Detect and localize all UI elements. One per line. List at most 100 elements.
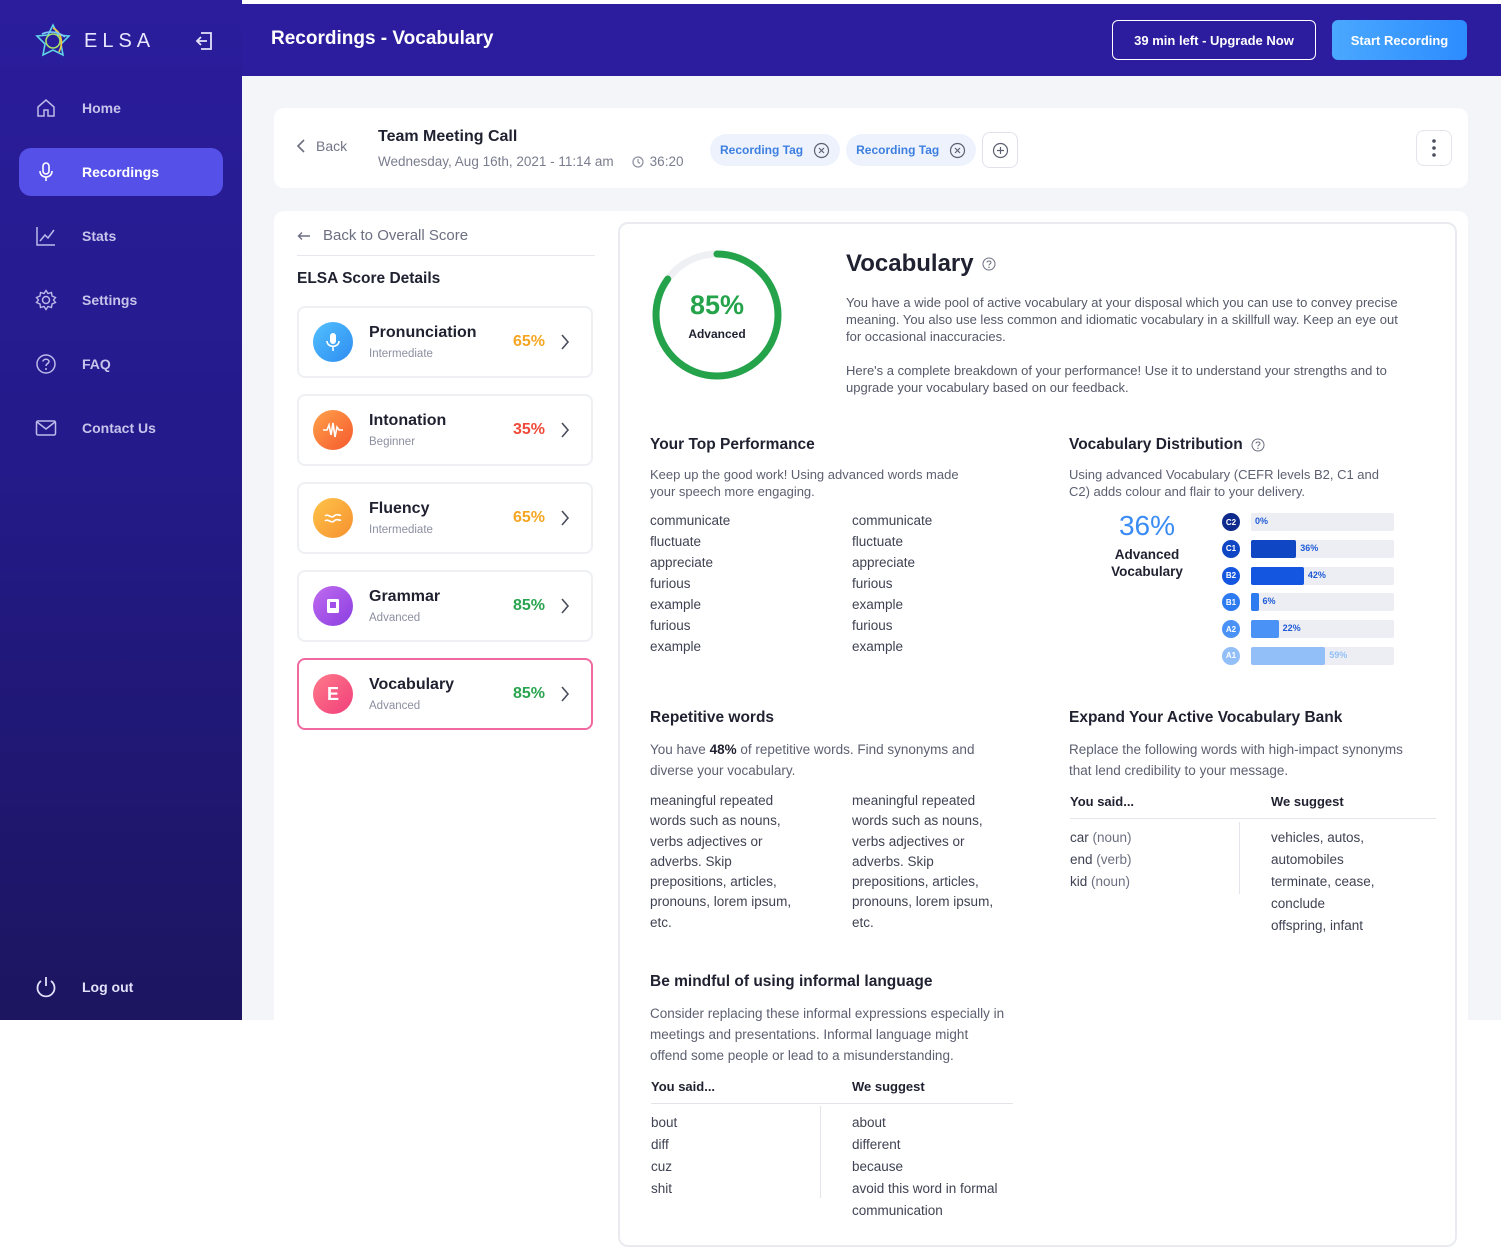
cefr-bar-label: 42% — [1307, 569, 1326, 580]
question-icon — [34, 352, 58, 376]
cefr-level-badge: A2 — [1222, 620, 1240, 639]
sidebar-item-recordings[interactable]: Recordings — [19, 148, 223, 196]
score-item-fluency[interactable]: Fluency Intermediate 65% — [297, 482, 593, 554]
score-percent: 35% — [512, 421, 545, 438]
sidebar: ELSA Home Recordings Stats — [0, 0, 242, 1020]
more-options-button[interactable] — [1416, 130, 1452, 166]
score-level: Intermediate — [369, 524, 433, 536]
microphone-icon — [313, 322, 353, 362]
advanced-vocab-summary: 36% Advanced Vocabulary — [1090, 510, 1204, 580]
top-word: fluctuate — [852, 534, 904, 549]
add-tag-button[interactable] — [982, 132, 1019, 168]
book-icon — [313, 586, 353, 626]
cefr-row-b1: B1 6% — [1222, 592, 1402, 612]
cefr-bar-fill — [1251, 593, 1259, 612]
cefr-row-b2: B2 42% — [1222, 566, 1402, 586]
top-word: communicate — [650, 513, 731, 528]
cefr-row-a2: A2 22% — [1222, 619, 1402, 639]
logout-button[interactable]: Log out — [34, 975, 133, 999]
sidebar-item-label: Stats — [82, 228, 117, 244]
score-name: Pronunciation — [369, 324, 477, 341]
score-level: Advanced — [369, 700, 421, 712]
said-word-text: end — [1070, 852, 1093, 867]
said-word-text: car — [1070, 830, 1089, 845]
cefr-level-badge: B2 — [1222, 566, 1240, 585]
power-icon — [36, 977, 56, 998]
back-to-overall-button[interactable]: Back to Overall Score — [297, 222, 595, 256]
score-item-vocabulary[interactable]: E Vocabulary Advanced 85% — [297, 658, 593, 730]
score-level: Advanced — [369, 612, 421, 624]
meeting-duration: 36:20 — [632, 154, 684, 169]
repetitive-col-1: meaningful repeated words such as nouns,… — [650, 793, 792, 930]
sidebar-item-settings[interactable]: Settings — [19, 276, 223, 324]
home-icon — [34, 96, 58, 120]
help-icon[interactable] — [982, 257, 996, 271]
start-recording-button[interactable]: Start Recording — [1332, 20, 1467, 60]
expand-head-suggest: We suggest — [1271, 794, 1344, 809]
score-percent: 65% — [512, 509, 545, 526]
remove-tag-icon[interactable] — [949, 142, 966, 159]
said-word-pos: (noun) — [1088, 830, 1132, 845]
upgrade-button[interactable]: 39 min left - Upgrade Now — [1112, 20, 1316, 60]
chevron-right-icon — [561, 686, 570, 702]
top-word: furious — [650, 576, 691, 591]
duration-text: 36:20 — [649, 154, 684, 169]
top-word: furious — [852, 618, 893, 633]
chevron-right-icon — [561, 598, 570, 614]
cefr-bar-label: 36% — [1300, 542, 1319, 553]
repetitive-percent: 48% — [709, 742, 737, 757]
plus-circle-icon — [992, 142, 1008, 158]
top-word: fluctuate — [650, 534, 702, 549]
cefr-level-badge: C1 — [1222, 539, 1240, 558]
score-details-panel: Back to Overall Score ELSA Score Details… — [297, 222, 595, 746]
remove-tag-icon[interactable] — [813, 142, 830, 159]
said-word: car (noun) — [1070, 827, 1132, 849]
sidebar-item-home[interactable]: Home — [19, 84, 223, 132]
score-percent: 85% — [512, 597, 545, 614]
repetitive-title: Repetitive words — [650, 709, 775, 726]
score-name: Intonation — [369, 412, 447, 429]
top-word: example — [852, 639, 904, 654]
advanced-vocab-label: Advanced Vocabulary — [1111, 547, 1183, 579]
logo[interactable]: ELSA — [34, 22, 155, 60]
waveform-icon — [313, 410, 353, 450]
help-icon[interactable] — [1251, 438, 1265, 452]
sidebar-item-label: Recordings — [82, 164, 160, 180]
vocabulary-badge: E — [313, 674, 353, 714]
cefr-level-badge: A1 — [1222, 646, 1240, 665]
score-item-pronunciation[interactable]: Pronunciation Intermediate 65% — [297, 306, 593, 378]
informal-word: cuz — [651, 1159, 673, 1174]
recording-tag[interactable]: Recording Tag — [710, 134, 841, 166]
sidebar-item-contact[interactable]: Contact Us — [19, 404, 223, 452]
cefr-bar-track: 0% — [1251, 513, 1394, 531]
repetitive-desc: You have 48% of repetitive words. Find s… — [650, 739, 990, 781]
score-ring — [652, 250, 782, 380]
sidebar-nav: Home Recordings Stats Settings FAQ — [19, 84, 223, 468]
top-words-col-1: communicate fluctuate appreciate furious exa… — [650, 510, 730, 657]
score-item-grammar[interactable]: Grammar Advanced 85% — [297, 570, 593, 642]
sidebar-item-stats[interactable]: Stats — [19, 212, 223, 260]
cefr-bar-track: 22% — [1251, 620, 1394, 639]
score-details-heading: ELSA Score Details — [297, 270, 441, 287]
collapse-sidebar-icon[interactable] — [193, 30, 215, 52]
score-level: Intermediate — [369, 348, 433, 360]
cefr-bar-fill — [1251, 539, 1297, 558]
chevron-left-icon — [296, 139, 305, 153]
cefr-bar-label: 59% — [1329, 649, 1348, 660]
more-vertical-icon — [1432, 139, 1436, 157]
microphone-icon — [34, 160, 58, 184]
sidebar-item-faq[interactable]: FAQ — [19, 340, 223, 388]
informal-suggestion: because — [852, 1159, 904, 1174]
informal-head-said: You said... — [651, 1079, 716, 1094]
informal-word: bout — [651, 1115, 678, 1130]
sidebar-item-label: Contact Us — [82, 420, 156, 436]
sidebar-item-label: Home — [82, 100, 121, 116]
score-percent: 65% — [512, 333, 545, 350]
cefr-bar-label: 22% — [1282, 623, 1301, 634]
chart-icon — [34, 224, 58, 248]
vocabulary-breakdown-note: Here's a complete breakdown of your perf… — [846, 363, 1387, 395]
back-button[interactable]: Back — [296, 138, 347, 154]
recording-tag[interactable]: Recording Tag — [846, 134, 977, 166]
score-item-intonation[interactable]: Intonation Beginner 35% — [297, 394, 593, 466]
score-list: Pronunciation Intermediate 65% Intonatio… — [297, 306, 595, 730]
